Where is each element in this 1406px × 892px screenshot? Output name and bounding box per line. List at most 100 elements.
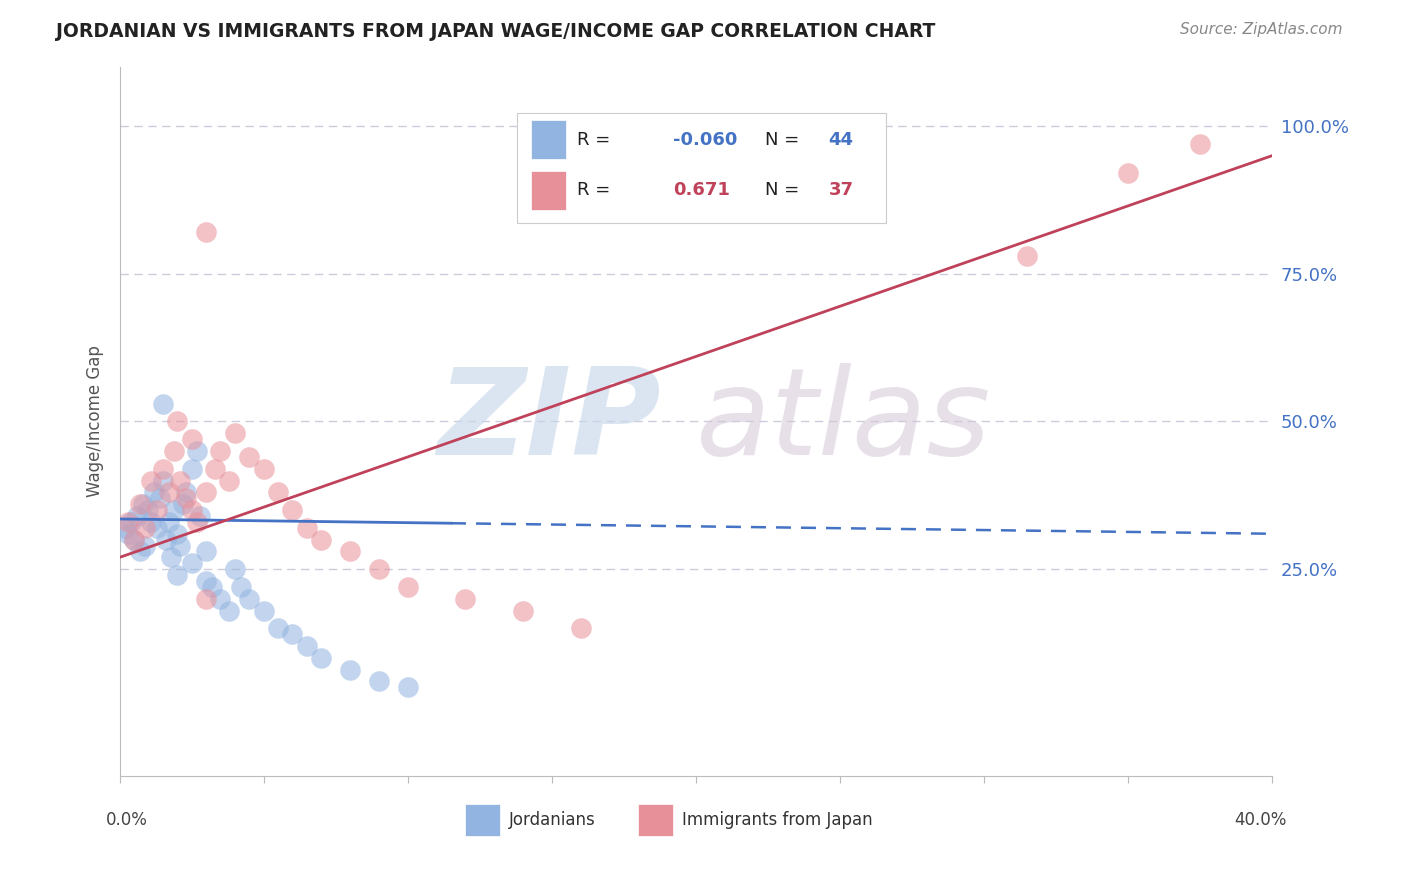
Point	[339, 544, 361, 558]
Point	[201, 580, 224, 594]
Point	[569, 621, 592, 635]
Point	[194, 591, 218, 606]
Point	[146, 521, 169, 535]
Text: 0.0%: 0.0%	[105, 811, 148, 829]
Point	[218, 474, 240, 488]
Point	[163, 503, 186, 517]
Point	[281, 503, 304, 517]
Point	[368, 562, 391, 576]
Point	[117, 526, 139, 541]
Text: JORDANIAN VS IMMIGRANTS FROM JAPAN WAGE/INCOME GAP CORRELATION CHART: JORDANIAN VS IMMIGRANTS FROM JAPAN WAGE/…	[56, 22, 935, 41]
Text: Immigrants from Japan: Immigrants from Japan	[682, 812, 873, 830]
Text: 40.0%: 40.0%	[1234, 811, 1286, 829]
Text: 37: 37	[828, 181, 853, 199]
Point	[143, 485, 166, 500]
Text: 0.671: 0.671	[673, 181, 730, 199]
Bar	[517, 113, 886, 223]
Y-axis label: Wage/Income Gap: Wage/Income Gap	[86, 345, 104, 498]
Point	[295, 521, 318, 535]
Point	[267, 485, 290, 500]
Point	[194, 485, 218, 500]
Point	[180, 432, 202, 446]
Text: atlas: atlas	[696, 363, 991, 480]
Point	[174, 491, 197, 506]
Text: ZIP: ZIP	[437, 363, 661, 480]
Point	[224, 562, 246, 576]
Point	[218, 603, 240, 617]
Point	[267, 621, 290, 635]
Point	[253, 603, 276, 617]
Point	[209, 444, 232, 458]
Point	[295, 639, 318, 653]
Point	[454, 591, 477, 606]
Point	[138, 503, 160, 517]
Point	[238, 450, 260, 464]
Point	[281, 627, 304, 641]
Point	[128, 544, 150, 558]
Point	[174, 485, 197, 500]
Point	[122, 533, 145, 547]
Point	[146, 503, 169, 517]
Point	[131, 497, 153, 511]
Text: N =: N =	[765, 130, 800, 149]
Point	[128, 497, 150, 511]
Text: N =: N =	[765, 181, 800, 199]
Point	[1017, 249, 1039, 263]
Point	[194, 574, 218, 588]
Point	[169, 539, 191, 553]
Point	[120, 515, 142, 529]
Point	[141, 474, 163, 488]
Point	[186, 444, 208, 458]
Point	[134, 521, 156, 535]
Point	[309, 651, 333, 665]
Point	[134, 539, 156, 553]
Bar	[465, 805, 501, 837]
Point	[238, 591, 260, 606]
Point	[188, 508, 211, 523]
Point	[117, 515, 139, 529]
Point	[163, 444, 186, 458]
Point	[309, 533, 333, 547]
Point	[166, 414, 188, 429]
Point	[209, 591, 232, 606]
Point	[166, 568, 188, 582]
Point	[339, 663, 361, 677]
Text: -0.060: -0.060	[673, 130, 737, 149]
Point	[166, 526, 188, 541]
Point	[186, 515, 208, 529]
Point	[169, 474, 191, 488]
Point	[229, 580, 252, 594]
Bar	[531, 170, 565, 210]
Point	[512, 603, 534, 617]
Text: R =: R =	[578, 130, 610, 149]
Point	[368, 674, 391, 689]
Point	[149, 491, 172, 506]
Point	[396, 681, 419, 695]
Point	[114, 521, 136, 535]
Point	[204, 462, 226, 476]
Point	[157, 515, 180, 529]
Text: Jordanians: Jordanians	[509, 812, 596, 830]
Text: Source: ZipAtlas.com: Source: ZipAtlas.com	[1180, 22, 1343, 37]
Point	[180, 503, 202, 517]
Point	[224, 426, 246, 441]
Point	[155, 533, 177, 547]
Point	[125, 508, 148, 523]
Point	[152, 474, 174, 488]
Point	[194, 544, 218, 558]
Point	[1118, 166, 1140, 180]
Point	[157, 485, 180, 500]
Point	[122, 533, 145, 547]
Bar	[531, 120, 565, 159]
Point	[152, 397, 174, 411]
Point	[1189, 136, 1212, 151]
Point	[152, 462, 174, 476]
Text: 44: 44	[828, 130, 853, 149]
Point	[396, 580, 419, 594]
Point	[172, 497, 194, 511]
Point	[180, 557, 202, 571]
Point	[160, 550, 183, 565]
Point	[141, 515, 163, 529]
Point	[180, 462, 202, 476]
Bar	[638, 805, 673, 837]
